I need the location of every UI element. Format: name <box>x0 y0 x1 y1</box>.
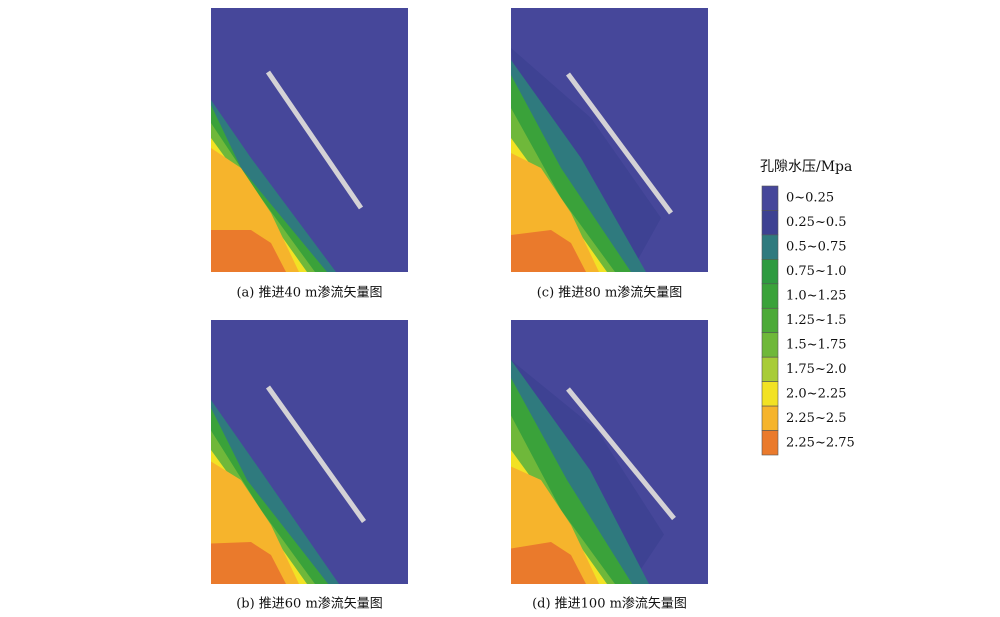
legend-label: 1.0~1.25 <box>786 289 847 304</box>
legend-swatch <box>761 185 779 211</box>
legend-title: 孔隙水压/Mpa <box>760 159 852 175</box>
panel-caption: (c) 推进80 m渗流矢量图 <box>537 286 683 301</box>
zone-orange <box>511 542 586 584</box>
legend-label: 1.5~1.75 <box>786 337 847 352</box>
legend-label: 0.75~1.0 <box>786 264 847 279</box>
zone-orange <box>511 230 586 272</box>
coal-seam <box>265 385 367 523</box>
zone-orange <box>211 230 286 272</box>
coal-seam <box>265 70 364 210</box>
legend-label: 2.25~2.75 <box>786 435 855 450</box>
legend-swatch <box>761 405 779 431</box>
coal-seam <box>566 387 676 521</box>
panel-caption: (d) 推进100 m渗流矢量图 <box>532 597 687 612</box>
legend-swatch <box>761 210 779 236</box>
legend-swatch <box>761 283 779 309</box>
legend-label: 2.25~2.5 <box>786 411 847 426</box>
legend-swatch <box>761 307 779 334</box>
panel-caption: (a) 推进40 m渗流矢量图 <box>236 286 382 301</box>
legend-label: 1.75~2.0 <box>786 362 847 377</box>
legend-swatch <box>761 259 779 285</box>
contour-panel <box>511 8 708 272</box>
legend-swatch <box>761 332 779 358</box>
legend-swatch <box>761 356 779 382</box>
legend-swatch <box>761 381 779 407</box>
contour-panel <box>211 8 408 272</box>
legend-label: 0.25~0.5 <box>786 215 847 230</box>
legend-swatch <box>761 430 779 456</box>
legend-swatch <box>761 234 779 260</box>
legend-label: 0~0.25 <box>786 191 834 206</box>
legend-label: 0.5~0.75 <box>786 240 847 255</box>
contour-panel <box>211 320 408 584</box>
legend-label: 2.0~2.25 <box>786 386 847 401</box>
panel-caption: (b) 推进60 m渗流矢量图 <box>236 597 383 612</box>
legend-label: 1.25~1.5 <box>786 313 847 328</box>
coal-seam <box>565 72 674 215</box>
zone-orange <box>211 542 286 584</box>
contour-panel <box>511 320 708 584</box>
